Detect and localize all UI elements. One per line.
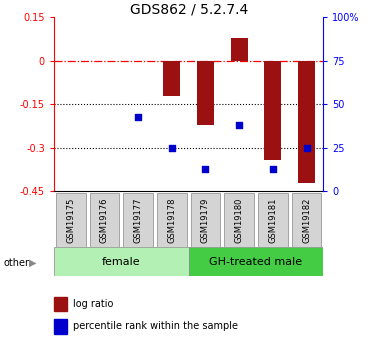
Text: GSM19178: GSM19178 [167, 197, 176, 243]
Text: GSM19182: GSM19182 [302, 197, 311, 243]
Text: GH-treated male: GH-treated male [209, 257, 303, 267]
Text: GSM19176: GSM19176 [100, 197, 109, 243]
Bar [231, 38, 248, 61]
Text: female: female [102, 257, 141, 267]
Point [236, 122, 242, 128]
Bar [123, 193, 153, 247]
Bar [189, 247, 323, 276]
Text: GSM19177: GSM19177 [134, 197, 142, 243]
Bar [163, 61, 180, 96]
Bar [90, 193, 119, 247]
Text: GSM19179: GSM19179 [201, 197, 210, 243]
Bar [54, 319, 67, 334]
Title: GDS862 / 5.2.7.4: GDS862 / 5.2.7.4 [129, 2, 248, 16]
Bar [54, 297, 67, 311]
Point [169, 145, 175, 151]
Point [303, 145, 310, 151]
Bar [56, 193, 85, 247]
Bar [258, 193, 288, 247]
Bar [191, 193, 220, 247]
Point [135, 114, 141, 119]
Point [203, 166, 209, 171]
Bar [264, 61, 281, 159]
Text: GSM19175: GSM19175 [66, 197, 75, 243]
Text: GSM19181: GSM19181 [268, 197, 277, 243]
Text: other: other [4, 258, 30, 268]
Text: percentile rank within the sample: percentile rank within the sample [73, 322, 238, 332]
Bar [224, 193, 254, 247]
Bar [292, 193, 321, 247]
Text: GSM19180: GSM19180 [235, 197, 244, 243]
Text: ▶: ▶ [29, 258, 36, 268]
Point [270, 166, 276, 171]
Bar [298, 61, 315, 183]
Text: log ratio: log ratio [73, 299, 114, 309]
Bar [54, 247, 189, 276]
Bar [197, 61, 214, 125]
Bar [157, 193, 187, 247]
